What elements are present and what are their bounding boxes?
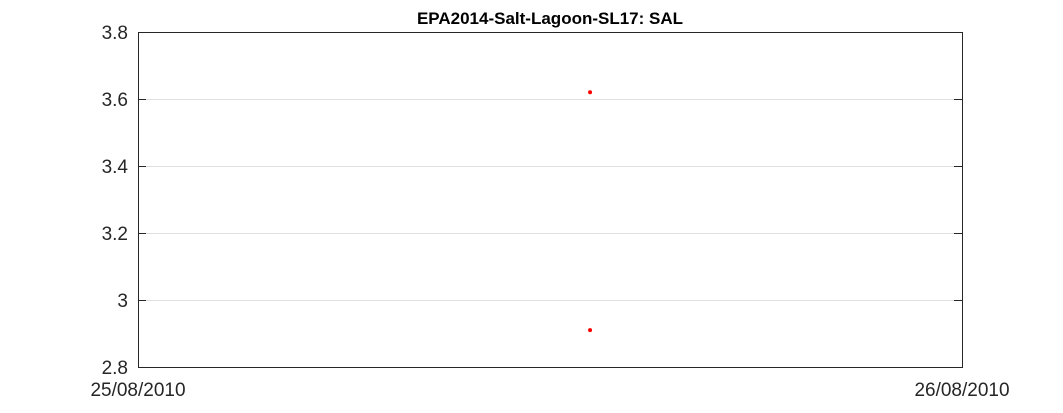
data-point [588,90,593,95]
x-tick-labels: 25/08/2010 26/08/2010 [90,380,1009,401]
plot-area [138,32,962,367]
x-tick-label: 26/08/2010 [914,380,1009,401]
y-tick-label: 3.4 [102,157,129,178]
x-tick-label: 25/08/2010 [90,380,185,401]
chart-title: EPA2014-Salt-Lagoon-SL17: SAL [417,9,683,28]
y-tick-label: 2.8 [102,358,128,379]
data-point [588,328,593,333]
y-tick-label: 3.8 [102,23,128,44]
grid-lines [138,99,962,301]
y-tick-label: 3.2 [102,224,128,245]
y-tick-labels: 2.8 3 3.2 3.4 3.6 3.8 [102,23,129,379]
y-tick-label: 3 [117,291,128,312]
data-points [588,90,593,333]
axes-box [138,32,963,368]
y-tick-label: 3.6 [102,90,128,111]
